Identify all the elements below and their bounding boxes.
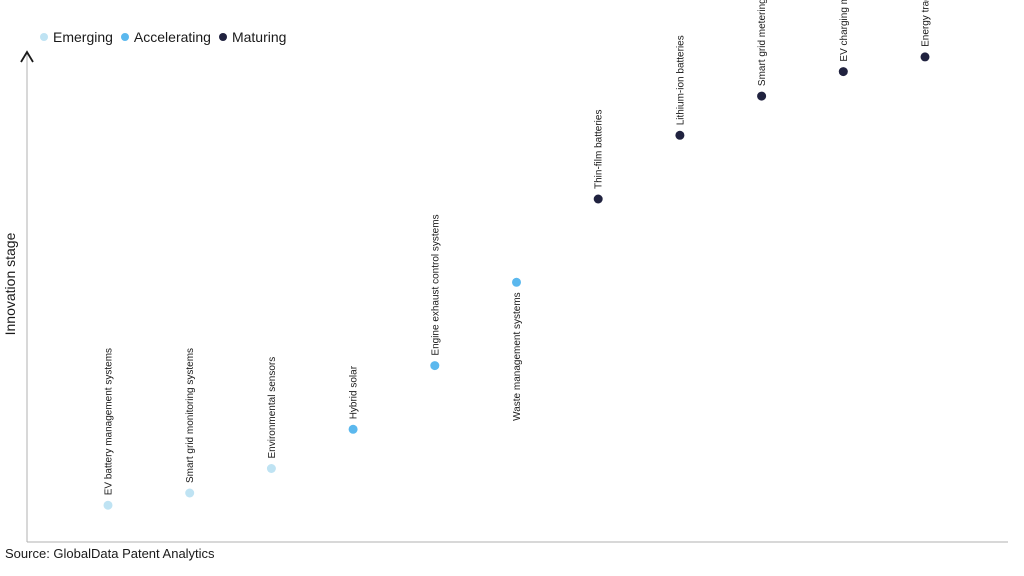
- legend-label: Accelerating: [133, 29, 211, 45]
- point-marker: [430, 361, 440, 371]
- y-axis-label: Innovation stage: [2, 232, 18, 336]
- point-label: Lithium-ion batteries: [675, 35, 686, 125]
- legend-item-emerging: Emerging: [40, 29, 113, 45]
- legend-dot-icon: [218, 33, 227, 41]
- data-points: EV battery management systems Smart grid …: [103, 0, 932, 510]
- point-marker: [920, 52, 930, 62]
- source-note: Source: GlobalData Patent Analytics: [5, 546, 215, 561]
- data-point: Smart grid metering: [757, 0, 768, 101]
- legend-item-accelerating: Accelerating: [120, 29, 211, 45]
- data-point: Engine exhaust control systems: [430, 214, 441, 371]
- data-point: Energy trading platforms: [920, 0, 932, 62]
- point-label: Waste management systems: [512, 292, 523, 421]
- point-marker: [757, 91, 767, 101]
- point-marker: [103, 500, 113, 510]
- point-marker: [185, 488, 195, 498]
- data-point: Hybrid solar: [348, 365, 360, 434]
- legend-dot-icon: [120, 33, 129, 41]
- legend-label: Maturing: [231, 29, 287, 45]
- data-point: EV battery management systems: [103, 348, 115, 510]
- legend-dot-icon: [40, 33, 48, 41]
- data-point: Smart grid monitoring systems: [185, 348, 196, 498]
- point-marker: [512, 277, 521, 287]
- point-label: Thin-film batteries: [594, 110, 605, 189]
- point-marker: [348, 424, 358, 434]
- data-point: Lithium-ion batteries: [675, 35, 686, 140]
- data-point: Environmental sensors: [266, 357, 278, 473]
- point-label: Environmental sensors: [267, 357, 278, 459]
- point-label: Smart grid metering: [757, 0, 768, 86]
- point-marker: [675, 130, 685, 140]
- point-label: Engine exhaust control systems: [430, 214, 441, 355]
- data-point: EV charging metering automation: [838, 0, 850, 77]
- legend-item-maturing: Maturing: [218, 29, 287, 45]
- axes: [20, 50, 1008, 543]
- point-label: Hybrid solar: [349, 365, 360, 419]
- point-marker: [838, 67, 848, 77]
- legend-label: Emerging: [53, 29, 113, 45]
- data-point: Thin-film batteries: [593, 110, 605, 204]
- point-label: EV battery management systems: [104, 348, 115, 495]
- point-label: Energy trading platforms: [921, 0, 932, 47]
- point-label: Smart grid monitoring systems: [185, 348, 196, 483]
- data-point: Waste management systems: [512, 277, 523, 421]
- y-axis-arrow-icon: [20, 50, 34, 63]
- point-label: EV charging metering automation: [839, 0, 850, 62]
- legend: Emerging Accelerating Maturing: [40, 29, 294, 45]
- point-marker: [593, 194, 603, 204]
- point-marker: [266, 464, 276, 473]
